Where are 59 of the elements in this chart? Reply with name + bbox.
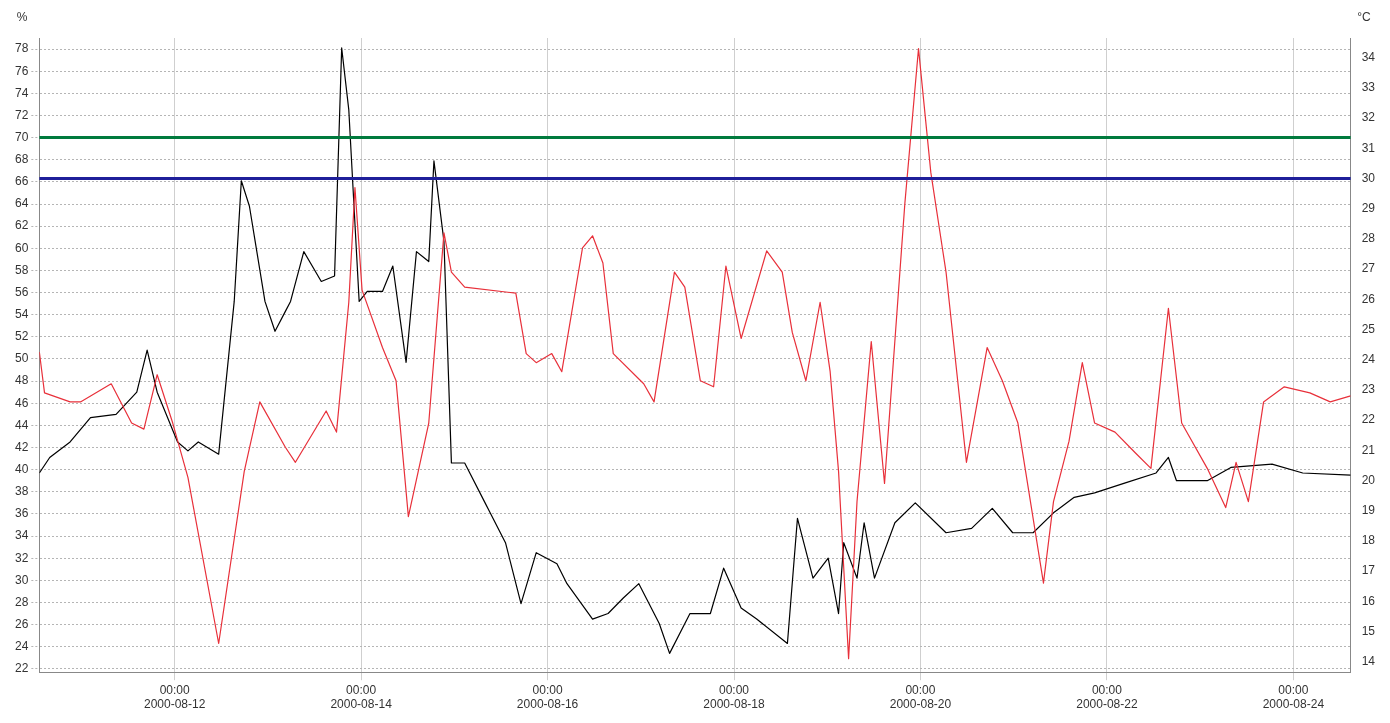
y2-tick-label: 33: [1361, 80, 1376, 95]
x-tick-label: 00:00 2000-08-12: [143, 682, 206, 712]
x-tick-label: 00:00 2000-08-24: [1262, 682, 1325, 712]
x-tick-label: 00:00 2000-08-20: [889, 682, 952, 712]
y-tick-label: 38: [14, 484, 29, 499]
y2-tick-label: 24: [1361, 351, 1376, 366]
y-tick-label: 30: [14, 572, 29, 587]
y2-tick-label: 16: [1361, 593, 1376, 608]
y2-tick-label: 30: [1361, 170, 1376, 185]
y2-tick-label: 20: [1361, 472, 1376, 487]
y2-tick-label: 28: [1361, 231, 1376, 246]
y-tick-label: 62: [14, 218, 29, 233]
y-tick-label: 78: [14, 41, 29, 56]
y-tick-label: 52: [14, 329, 29, 344]
y2-tick-label: 15: [1361, 623, 1376, 638]
y-tick-label: 70: [14, 129, 29, 144]
y2-tick-label: 17: [1361, 563, 1376, 578]
y2-tick-label: 23: [1361, 382, 1376, 397]
y-tick-label: 60: [14, 240, 29, 255]
y-tick-label: 64: [14, 196, 29, 211]
x-tick-label: 00:00 2000-08-16: [516, 682, 579, 712]
y2-tick-label: 34: [1361, 49, 1376, 64]
y-tick-label: 58: [14, 262, 29, 277]
y-tick-label: 68: [14, 152, 29, 167]
y-tick-label: 28: [14, 594, 29, 609]
y-tick-label: 46: [14, 395, 29, 410]
y2-tick-label: 25: [1361, 321, 1376, 336]
y2-axis-title: °C: [1357, 10, 1372, 25]
y-tick-label: 48: [14, 373, 29, 388]
y-tick-label: 40: [14, 461, 29, 476]
y-tick-label: 72: [14, 107, 29, 122]
y-tick-label: 54: [14, 307, 29, 322]
y2-tick-label: 31: [1361, 140, 1376, 155]
y2-tick-label: 26: [1361, 291, 1376, 306]
y2-tick-label: 21: [1361, 442, 1376, 457]
y-tick-label: 26: [14, 616, 29, 631]
y-tick-label: 24: [14, 639, 29, 654]
y-tick-label: 76: [14, 63, 29, 78]
y-tick-label: 34: [14, 528, 29, 543]
y2-tick-label: 14: [1361, 653, 1376, 668]
y-tick-label: 32: [14, 550, 29, 565]
y-tick-label: 36: [14, 506, 29, 521]
y2-tick-label: 27: [1361, 261, 1376, 276]
y-tick-label: 50: [14, 351, 29, 366]
x-tick-label: 00:00 2000-08-22: [1076, 682, 1138, 712]
y-tick-label: 44: [14, 417, 29, 432]
y2-tick-label: 32: [1361, 110, 1376, 125]
y2-tick-label: 22: [1361, 412, 1376, 427]
y-tick-label: 42: [14, 439, 29, 454]
y2-tick-label: 18: [1361, 533, 1376, 548]
y-tick-label: 56: [14, 284, 29, 299]
y2-tick-label: 29: [1361, 200, 1376, 215]
y-axis-title: %: [16, 10, 28, 25]
y-tick-label: 74: [14, 85, 29, 100]
y-tick-label: 22: [14, 661, 29, 676]
y-tick-label: 66: [14, 174, 29, 189]
x-tick-label: 00:00 2000-08-18: [703, 682, 766, 712]
x-tick-label: 00:00 2000-08-14: [330, 682, 393, 712]
y2-tick-label: 19: [1361, 502, 1376, 517]
